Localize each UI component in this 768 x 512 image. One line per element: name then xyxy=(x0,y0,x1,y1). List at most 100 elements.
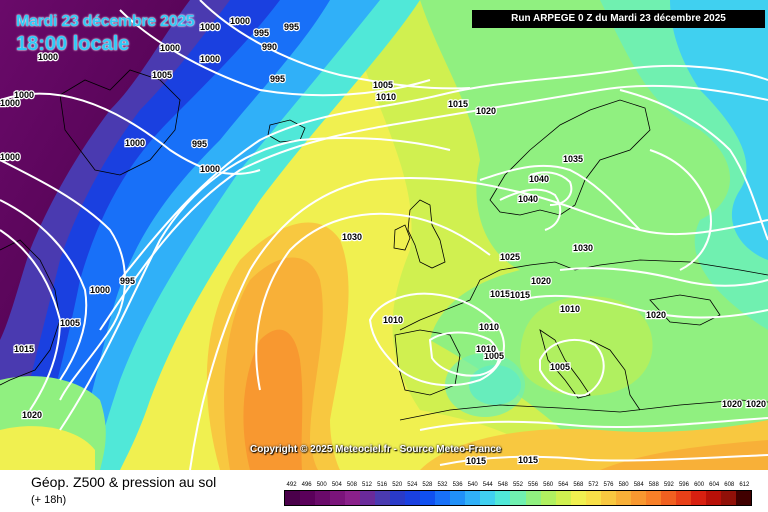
scale-value: 520 xyxy=(392,482,403,488)
isobar-line xyxy=(0,199,88,381)
scale-swatch xyxy=(645,491,661,505)
isobar-line xyxy=(529,171,573,206)
isobar-line xyxy=(0,92,261,175)
scale-swatch xyxy=(450,491,466,505)
scale-swatch xyxy=(660,491,676,505)
isobar-line xyxy=(428,331,500,377)
scale-swatch xyxy=(705,491,721,505)
isobar-label: 1005 xyxy=(484,351,504,361)
isobar-line xyxy=(255,212,491,391)
isobar-label: 1015 xyxy=(490,289,510,299)
isobar-label: 1015 xyxy=(448,99,468,109)
scale-value: 588 xyxy=(648,482,659,488)
isobar-label: 1010 xyxy=(560,304,580,314)
isobar-label: 995 xyxy=(120,276,135,286)
scale-swatch xyxy=(375,491,391,505)
scale-value: 540 xyxy=(467,482,478,488)
isobar-label: 1030 xyxy=(342,232,362,242)
scale-swatch xyxy=(630,491,646,505)
isobar-line xyxy=(649,149,712,271)
forecast-step: (+ 18h) xyxy=(31,494,67,506)
z500-green-spot xyxy=(445,353,525,417)
isobar-label: 995 xyxy=(254,28,269,38)
scale-swatch xyxy=(345,491,361,505)
model-run-banner: Run ARPEGE 0 Z du Mardi 23 décembre 2025 xyxy=(472,10,765,28)
isobar-line xyxy=(519,294,768,319)
isobar-line xyxy=(0,159,126,401)
isobar-label: 1035 xyxy=(563,154,583,164)
scale-swatch xyxy=(495,491,511,505)
color-scale-labels: 492 496 500 504 508 512 516 520 524 528 532 536 540 5… xyxy=(284,480,752,490)
isobar-label: 1005 xyxy=(550,362,570,372)
scale-value: 556 xyxy=(528,482,539,488)
isobar-line xyxy=(119,9,431,97)
isobar-line xyxy=(539,339,605,397)
scale-swatch xyxy=(585,491,601,505)
isobar-line xyxy=(499,188,562,231)
forecast-date: Mardi 23 décembre 2025 xyxy=(16,13,195,30)
scale-value: 612 xyxy=(739,482,750,488)
scale-swatch xyxy=(510,491,526,505)
scale-value: 548 xyxy=(497,482,508,488)
scale-value: 528 xyxy=(422,482,433,488)
isobar-label: 1005 xyxy=(60,318,80,328)
isobar-label: 1000 xyxy=(14,90,34,100)
black-sea-coast xyxy=(649,294,721,326)
isobar-label: 1015 xyxy=(518,455,538,465)
scale-value: 504 xyxy=(331,482,342,488)
isobar-label: 1000 xyxy=(200,54,220,64)
isobar-line xyxy=(99,84,768,331)
isobar-label: 1040 xyxy=(518,194,538,204)
scale-swatch xyxy=(315,491,331,505)
scale-value: 600 xyxy=(694,482,705,488)
balkans-coast xyxy=(589,339,641,411)
scale-swatch xyxy=(675,491,691,505)
z500-band-green-med xyxy=(520,296,653,396)
isobar-line xyxy=(59,137,451,431)
isobar-label: 1000 xyxy=(38,52,58,62)
scale-swatch xyxy=(360,491,376,505)
scale-value: 544 xyxy=(482,482,493,488)
greenland-coast xyxy=(59,69,181,176)
isobar-label: 990 xyxy=(262,42,277,52)
chart-footer: Géop. Z500 & pression au sol (+ 18h) 492… xyxy=(0,470,768,512)
scale-value: 576 xyxy=(603,482,614,488)
scale-value: 524 xyxy=(407,482,418,488)
scale-value: 596 xyxy=(678,482,689,488)
isobar-label: 1000 xyxy=(200,22,220,32)
isobar-label: 1000 xyxy=(125,138,145,148)
forecast-time: 18:00 locale xyxy=(16,33,130,55)
scale-value: 536 xyxy=(452,482,463,488)
weather-map: 1000 995 990 995 1000 1000 995 1000 1005… xyxy=(0,0,768,470)
isobar-label: 1030 xyxy=(573,243,593,253)
ireland-coast xyxy=(393,224,411,251)
scale-swatch xyxy=(600,491,616,505)
isobar-label: 1040 xyxy=(529,174,549,184)
isobar-line xyxy=(439,454,768,466)
scandinavia-coast xyxy=(489,99,651,216)
isobar-label: 995 xyxy=(192,139,207,149)
z500-band-yellow-bottom xyxy=(0,426,95,470)
isobar-label: 1000 xyxy=(160,43,180,53)
scale-swatch xyxy=(525,491,541,505)
scale-swatch xyxy=(720,491,736,505)
color-scale-swatches xyxy=(284,490,752,506)
isobar-label: 1025 xyxy=(500,252,520,262)
copyright-notice: Copyright © 2025 Meteociel.fr - Source M… xyxy=(250,444,502,455)
scale-value: 492 xyxy=(286,482,297,488)
isobar-label: 1020 xyxy=(722,399,742,409)
scale-value: 496 xyxy=(301,482,312,488)
isobar-label: 1015 xyxy=(14,344,34,354)
scale-swatch xyxy=(330,491,346,505)
z500-band-orange-3 xyxy=(243,329,303,470)
scale-value: 580 xyxy=(618,482,629,488)
isobar-label: 995 xyxy=(270,74,285,84)
z500-band-orange-south-2 xyxy=(600,440,768,470)
scale-value: 532 xyxy=(437,482,448,488)
isobar-label: 1010 xyxy=(479,322,499,332)
isobar-line xyxy=(619,89,768,241)
isobar-line xyxy=(368,292,505,387)
scale-value: 592 xyxy=(663,482,674,488)
isobar-line xyxy=(189,177,768,470)
isobar-line xyxy=(0,229,62,411)
